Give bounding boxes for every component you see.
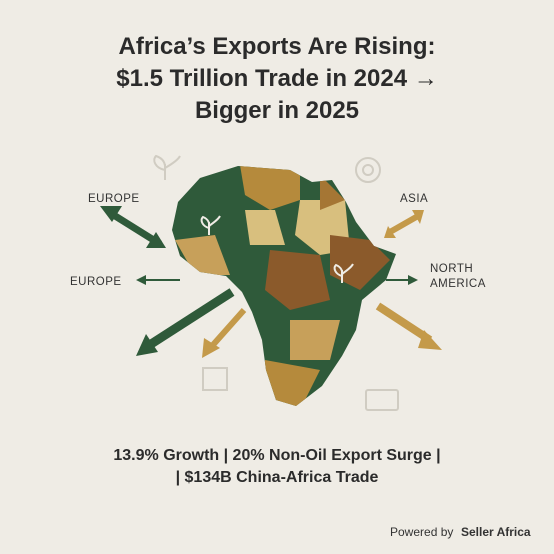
plant-icon bbox=[333, 263, 354, 283]
title-line: $1.5 Trillion Trade in 2024 → bbox=[116, 65, 437, 92]
map-region bbox=[265, 250, 330, 310]
arrow-head bbox=[412, 210, 424, 224]
map-region bbox=[320, 175, 345, 210]
destination-label: NORTH bbox=[430, 263, 473, 275]
destination-label: EUROPE bbox=[88, 193, 140, 205]
map-region bbox=[175, 235, 230, 275]
arrow bbox=[388, 213, 420, 235]
arrow-head bbox=[136, 275, 146, 285]
footer-prefix: Powered by bbox=[390, 525, 453, 539]
title-line: Africa’s Exports Are Rising: bbox=[119, 33, 436, 60]
footer-brand: Seller Africa bbox=[461, 525, 531, 539]
arrow-head bbox=[136, 334, 158, 356]
gear-icon bbox=[362, 164, 374, 176]
plant-icon bbox=[153, 154, 181, 180]
destination-label: ASIA bbox=[400, 193, 428, 205]
arrow-head bbox=[418, 330, 442, 350]
stats-line: 13.9% Growth | 20% Non-Oil Export Surge … bbox=[113, 447, 440, 464]
map-region bbox=[265, 360, 320, 406]
stats-line: | $134B China-Africa Trade bbox=[176, 469, 379, 486]
gear-icon bbox=[355, 157, 381, 183]
map-region bbox=[330, 235, 390, 290]
map-region bbox=[245, 210, 285, 245]
plant-icon bbox=[200, 215, 221, 235]
map-region bbox=[290, 320, 340, 360]
title-line: Bigger in 2025 bbox=[195, 97, 359, 124]
arrow bbox=[145, 288, 235, 350]
destination-label: EUROPE bbox=[70, 276, 122, 288]
box-icon bbox=[202, 367, 228, 391]
arrows bbox=[100, 206, 442, 358]
arrow bbox=[375, 302, 433, 344]
map-region bbox=[240, 166, 300, 210]
card-icon bbox=[365, 389, 399, 411]
arrow-head bbox=[408, 275, 418, 285]
arrow-head bbox=[202, 338, 220, 358]
arrow-head bbox=[100, 206, 122, 222]
arrow bbox=[209, 308, 247, 348]
destination-label: AMERICA bbox=[430, 278, 486, 290]
arrow-head bbox=[146, 232, 166, 248]
icons bbox=[153, 154, 399, 411]
arrow-head bbox=[384, 226, 396, 238]
